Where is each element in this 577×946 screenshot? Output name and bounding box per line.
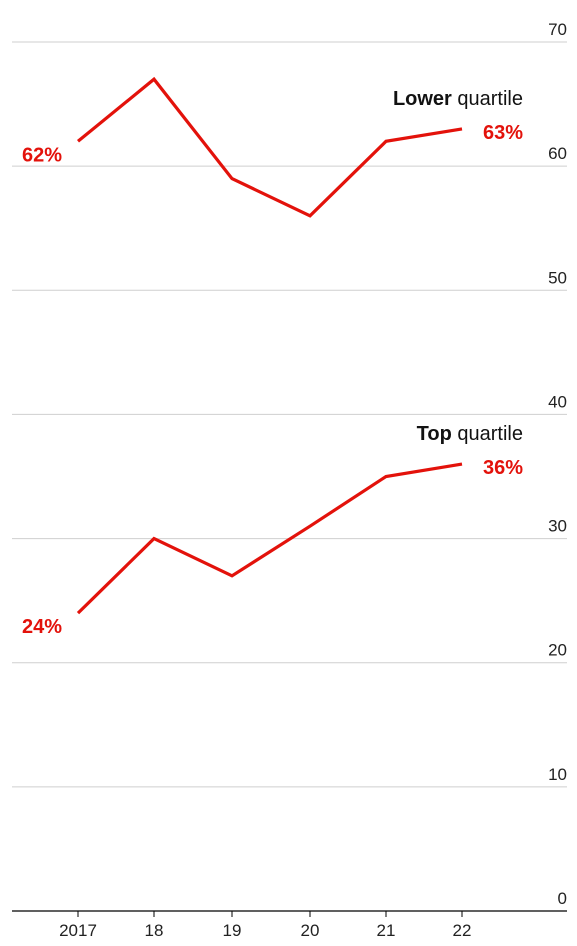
gridlines [12,41,567,788]
y-tick-label: 40 [548,392,567,411]
x-tick-label: 18 [145,921,164,940]
y-tick-label: 70 [548,20,567,39]
series-end-label: 63% [483,122,523,144]
x-tick-label: 22 [453,921,472,940]
y-tick-label: 0 [558,889,567,908]
series-name-rest: quartile [452,88,523,110]
x-tick-label: 20 [301,921,320,940]
series-start-label: 24% [22,616,62,638]
series-name: Lower quartile [393,88,523,110]
y-tick-label: 30 [548,517,567,536]
series-lines [76,76,463,615]
series-labels: 62% 63% Lower quartile 24% 36% Top quartile [22,88,523,638]
y-axis-labels: 0 10 20 30 40 50 60 70 [548,20,567,908]
series-start-label: 62% [22,144,62,166]
series-name-bold: Lower [393,88,452,110]
y-tick-label: 50 [548,268,567,287]
x-tick-label: 21 [377,921,396,940]
x-tick-label: 19 [223,921,242,940]
series-name: Top quartile [417,423,523,445]
series-line [76,462,463,615]
series-line [76,76,463,218]
series-name-rest: quartile [452,423,523,445]
x-tick-label: 2017 [59,921,97,940]
series-name-bold: Top [417,423,452,445]
y-tick-label: 60 [548,144,567,163]
x-axis: 2017 18 19 20 21 22 [12,910,567,940]
y-tick-label: 20 [548,641,567,660]
y-tick-label: 10 [548,765,567,784]
series-end-label: 36% [483,457,523,479]
